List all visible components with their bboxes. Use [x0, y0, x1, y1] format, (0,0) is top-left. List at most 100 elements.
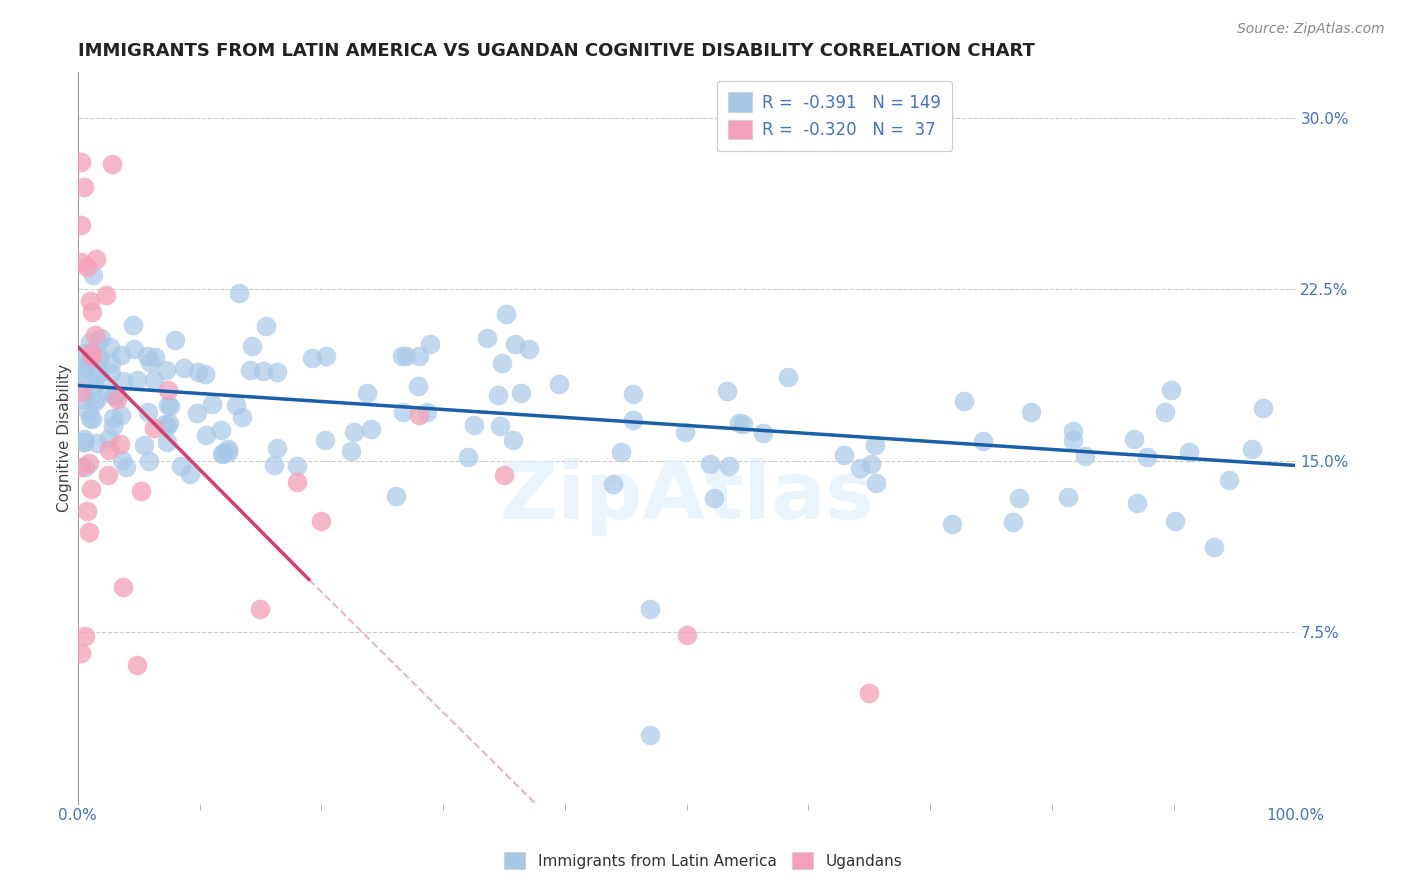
Text: ZipAtlas: ZipAtlas: [499, 458, 875, 535]
Point: [1074, 450, 1097, 464]
Point: [263, 458, 285, 472]
Point: [217, 444, 239, 458]
Point: [1062, 424, 1084, 438]
Point: [136, 405, 159, 419]
Point: [675, 628, 697, 642]
Point: [340, 444, 363, 458]
Point: [266, 441, 288, 455]
Point: [82, 411, 104, 425]
Point: [70, 646, 93, 660]
Point: [751, 426, 773, 441]
Point: [492, 467, 515, 482]
Point: [240, 339, 263, 353]
Point: [1160, 383, 1182, 397]
Point: [1164, 514, 1187, 528]
Point: [457, 450, 479, 464]
Point: [1136, 450, 1159, 464]
Point: [153, 417, 176, 431]
Point: [73, 366, 96, 380]
Point: [217, 442, 239, 456]
Point: [134, 438, 156, 452]
Point: [73, 346, 96, 360]
Point: [212, 446, 235, 460]
Point: [96, 385, 118, 400]
Point: [89, 367, 111, 381]
Point: [138, 454, 160, 468]
Point: [73, 359, 96, 373]
Point: [285, 458, 308, 473]
Point: [1057, 491, 1080, 505]
Point: [863, 438, 886, 452]
Point: [231, 409, 253, 424]
Point: [73, 432, 96, 446]
Point: [195, 427, 218, 442]
Point: [416, 405, 439, 419]
Point: [495, 307, 517, 321]
Point: [122, 342, 145, 356]
Point: [952, 393, 974, 408]
Text: Source: ZipAtlas.com: Source: ZipAtlas.com: [1237, 22, 1385, 37]
Point: [491, 356, 513, 370]
Point: [941, 517, 963, 532]
Point: [602, 477, 624, 491]
Point: [79, 293, 101, 308]
Point: [75, 629, 97, 643]
Point: [1063, 433, 1085, 447]
Point: [110, 408, 132, 422]
Point: [75, 459, 97, 474]
Point: [314, 433, 336, 447]
Point: [699, 457, 721, 471]
Point: [610, 445, 633, 459]
Point: [90, 331, 112, 345]
Point: [186, 407, 208, 421]
Point: [156, 418, 179, 433]
Point: [510, 385, 533, 400]
Point: [201, 397, 224, 411]
Point: [486, 388, 509, 402]
Point: [142, 421, 165, 435]
Point: [76, 260, 98, 274]
Legend: R =  -0.391   N = 149, R =  -0.320   N =  37: R = -0.391 N = 149, R = -0.320 N = 37: [717, 81, 952, 151]
Point: [832, 448, 855, 462]
Point: [225, 399, 247, 413]
Point: [125, 657, 148, 672]
Point: [143, 350, 166, 364]
Point: [129, 483, 152, 498]
Point: [703, 491, 725, 505]
Point: [1177, 445, 1199, 459]
Point: [170, 458, 193, 473]
Point: [84, 252, 107, 266]
Point: [727, 416, 749, 430]
Point: [517, 343, 540, 357]
Point: [865, 475, 887, 490]
Point: [239, 363, 262, 377]
Point: [1001, 516, 1024, 530]
Point: [97, 432, 120, 446]
Point: [228, 285, 250, 300]
Point: [343, 425, 366, 439]
Point: [155, 363, 177, 377]
Point: [70, 155, 93, 169]
Point: [101, 411, 124, 425]
Point: [1123, 432, 1146, 446]
Point: [73, 435, 96, 450]
Point: [211, 447, 233, 461]
Point: [75, 359, 97, 373]
Point: [716, 384, 738, 399]
Point: [858, 686, 880, 700]
Point: [860, 458, 883, 472]
Point: [266, 365, 288, 379]
Point: [179, 467, 201, 481]
Point: [621, 386, 644, 401]
Point: [1154, 405, 1177, 419]
Point: [77, 456, 100, 470]
Point: [356, 385, 378, 400]
Point: [135, 350, 157, 364]
Point: [86, 436, 108, 450]
Point: [108, 437, 131, 451]
Point: [101, 157, 124, 171]
Point: [156, 434, 179, 449]
Point: [80, 482, 103, 496]
Point: [87, 351, 110, 366]
Point: [360, 422, 382, 436]
